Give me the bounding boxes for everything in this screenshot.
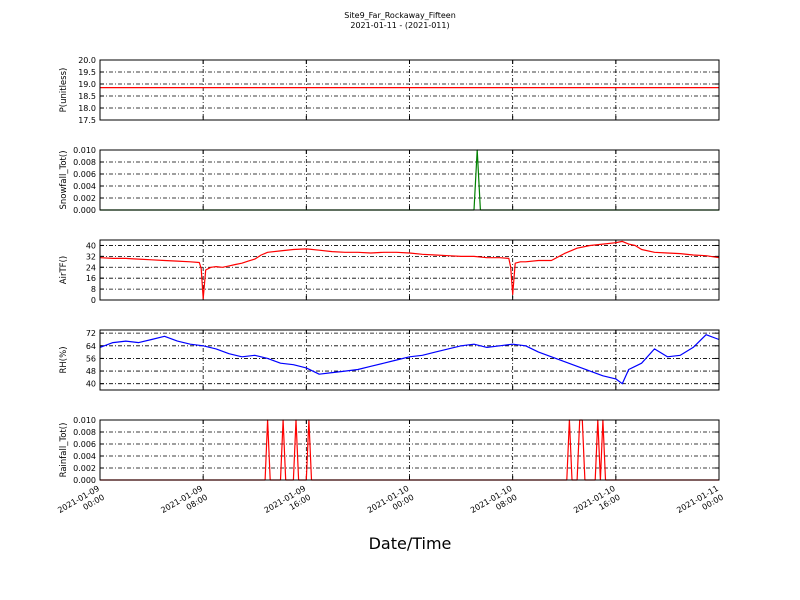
y-tick-label: 0.010	[73, 416, 96, 425]
x-axis-label: Date/Time	[368, 534, 452, 553]
plot-frame	[99, 329, 720, 391]
chart-title: Site9_Far_Rockaway_Fifteen	[344, 11, 456, 20]
y-tick-label: 19.0	[78, 80, 96, 89]
y-axis-label: Rainfall_Tot()	[59, 423, 69, 478]
y-tick-label: 56	[86, 354, 96, 363]
y-tick-label: 8	[91, 285, 96, 294]
y-tick-label: 17.5	[78, 116, 96, 125]
y-tick-label: 0.004	[73, 452, 96, 461]
y-tick-label: 0.004	[73, 182, 96, 191]
y-tick-label: 0.006	[73, 170, 96, 179]
y-tick-label: 40	[86, 380, 96, 389]
plot-frame	[99, 59, 720, 121]
y-tick-label: 19.5	[78, 68, 96, 77]
y-tick-label: 48	[86, 367, 96, 376]
y-tick-label: 0.002	[73, 464, 96, 473]
chart-subtitle: 2021-01-11 - (2021-011)	[350, 21, 450, 30]
y-axis-label: RH(%)	[59, 346, 69, 373]
y-axis-label: P(unitless)	[59, 68, 69, 113]
y-tick-label: 0.000	[73, 476, 96, 485]
y-tick-label: 16	[86, 274, 96, 283]
y-tick-label: 18.0	[78, 104, 96, 113]
series-line-4-0	[99, 334, 720, 385]
y-tick-label: 18.5	[78, 92, 96, 101]
y-tick-label: 0.008	[73, 428, 96, 437]
y-tick-label: 0.006	[73, 440, 96, 449]
plot-frame	[99, 419, 720, 481]
y-tick-label: 72	[86, 329, 96, 338]
y-tick-label: 24	[86, 263, 96, 272]
y-axis-label: Snowfall_Tot()	[59, 150, 69, 209]
y-tick-label: 64	[86, 342, 96, 351]
series-line-3-0	[99, 240, 720, 300]
y-tick-label: 0.002	[73, 194, 96, 203]
y-axis-label: AirTF()	[59, 256, 69, 284]
y-tick-label: 0.008	[73, 158, 96, 167]
y-tick-label: 40	[86, 241, 96, 250]
plot-frame	[99, 239, 720, 301]
y-tick-label: 0	[91, 296, 96, 305]
y-tick-label: 20.0	[78, 56, 96, 65]
y-tick-label: 0.000	[73, 206, 96, 215]
y-tick-label: 0.010	[73, 146, 96, 155]
plot-frame	[99, 149, 720, 211]
y-tick-label: 32	[86, 252, 96, 261]
